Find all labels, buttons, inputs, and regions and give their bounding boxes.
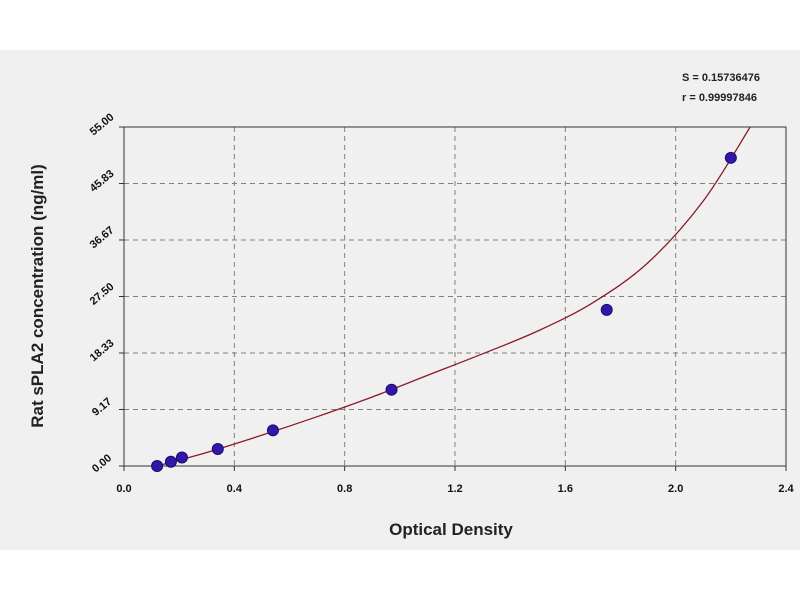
fit-curve-layer <box>156 126 751 467</box>
data-point <box>175 451 188 464</box>
x-tick-label: 2.4 <box>778 483 794 495</box>
y-tick-label: 18.33 <box>88 337 117 364</box>
data-point <box>164 455 177 468</box>
x-tick-label: 0.0 <box>116 483 131 495</box>
fit-statistics: S = 0.15736476 r = 0.99997846 <box>682 68 760 108</box>
y-tick-label: 55.00 <box>88 111 117 138</box>
fit-s-value: S = 0.15736476 <box>682 72 760 84</box>
y-tick-label: 27.50 <box>88 281 117 308</box>
chart-panel <box>0 50 800 550</box>
data-point <box>600 303 613 316</box>
x-tick-labels: 0.0 0.4 0.8 1.2 1.6 2.0 2.4 <box>116 483 794 495</box>
data-points <box>151 151 737 472</box>
data-point <box>266 424 279 437</box>
x-tick-label: 1.2 <box>447 483 462 495</box>
x-tick-label: 0.8 <box>337 483 352 495</box>
axes <box>119 126 787 471</box>
x-tick-label: 0.4 <box>227 483 243 495</box>
grid <box>124 127 786 466</box>
y-tick-label: 45.83 <box>88 168 117 195</box>
x-tick-label: 1.6 <box>558 483 573 495</box>
y-tick-label: 36.67 <box>88 224 117 251</box>
fit-r-value: r = 0.99997846 <box>682 92 757 104</box>
data-point <box>211 443 224 456</box>
y-tick-labels: 0.00 9.17 18.33 27.50 36.67 45.83 55.00 <box>88 111 117 475</box>
data-point <box>724 151 737 164</box>
x-axis-title: Optical Density <box>389 520 513 539</box>
y-axis-title: Rat sPLA2 concentration (ng/ml) <box>28 164 47 428</box>
data-point <box>385 383 398 396</box>
y-tick-label: 9.17 <box>90 396 114 419</box>
y-tick-label: 0.00 <box>90 452 114 475</box>
x-tick-label: 2.0 <box>668 483 683 495</box>
fit-curve <box>156 126 751 467</box>
data-point <box>151 460 164 472</box>
